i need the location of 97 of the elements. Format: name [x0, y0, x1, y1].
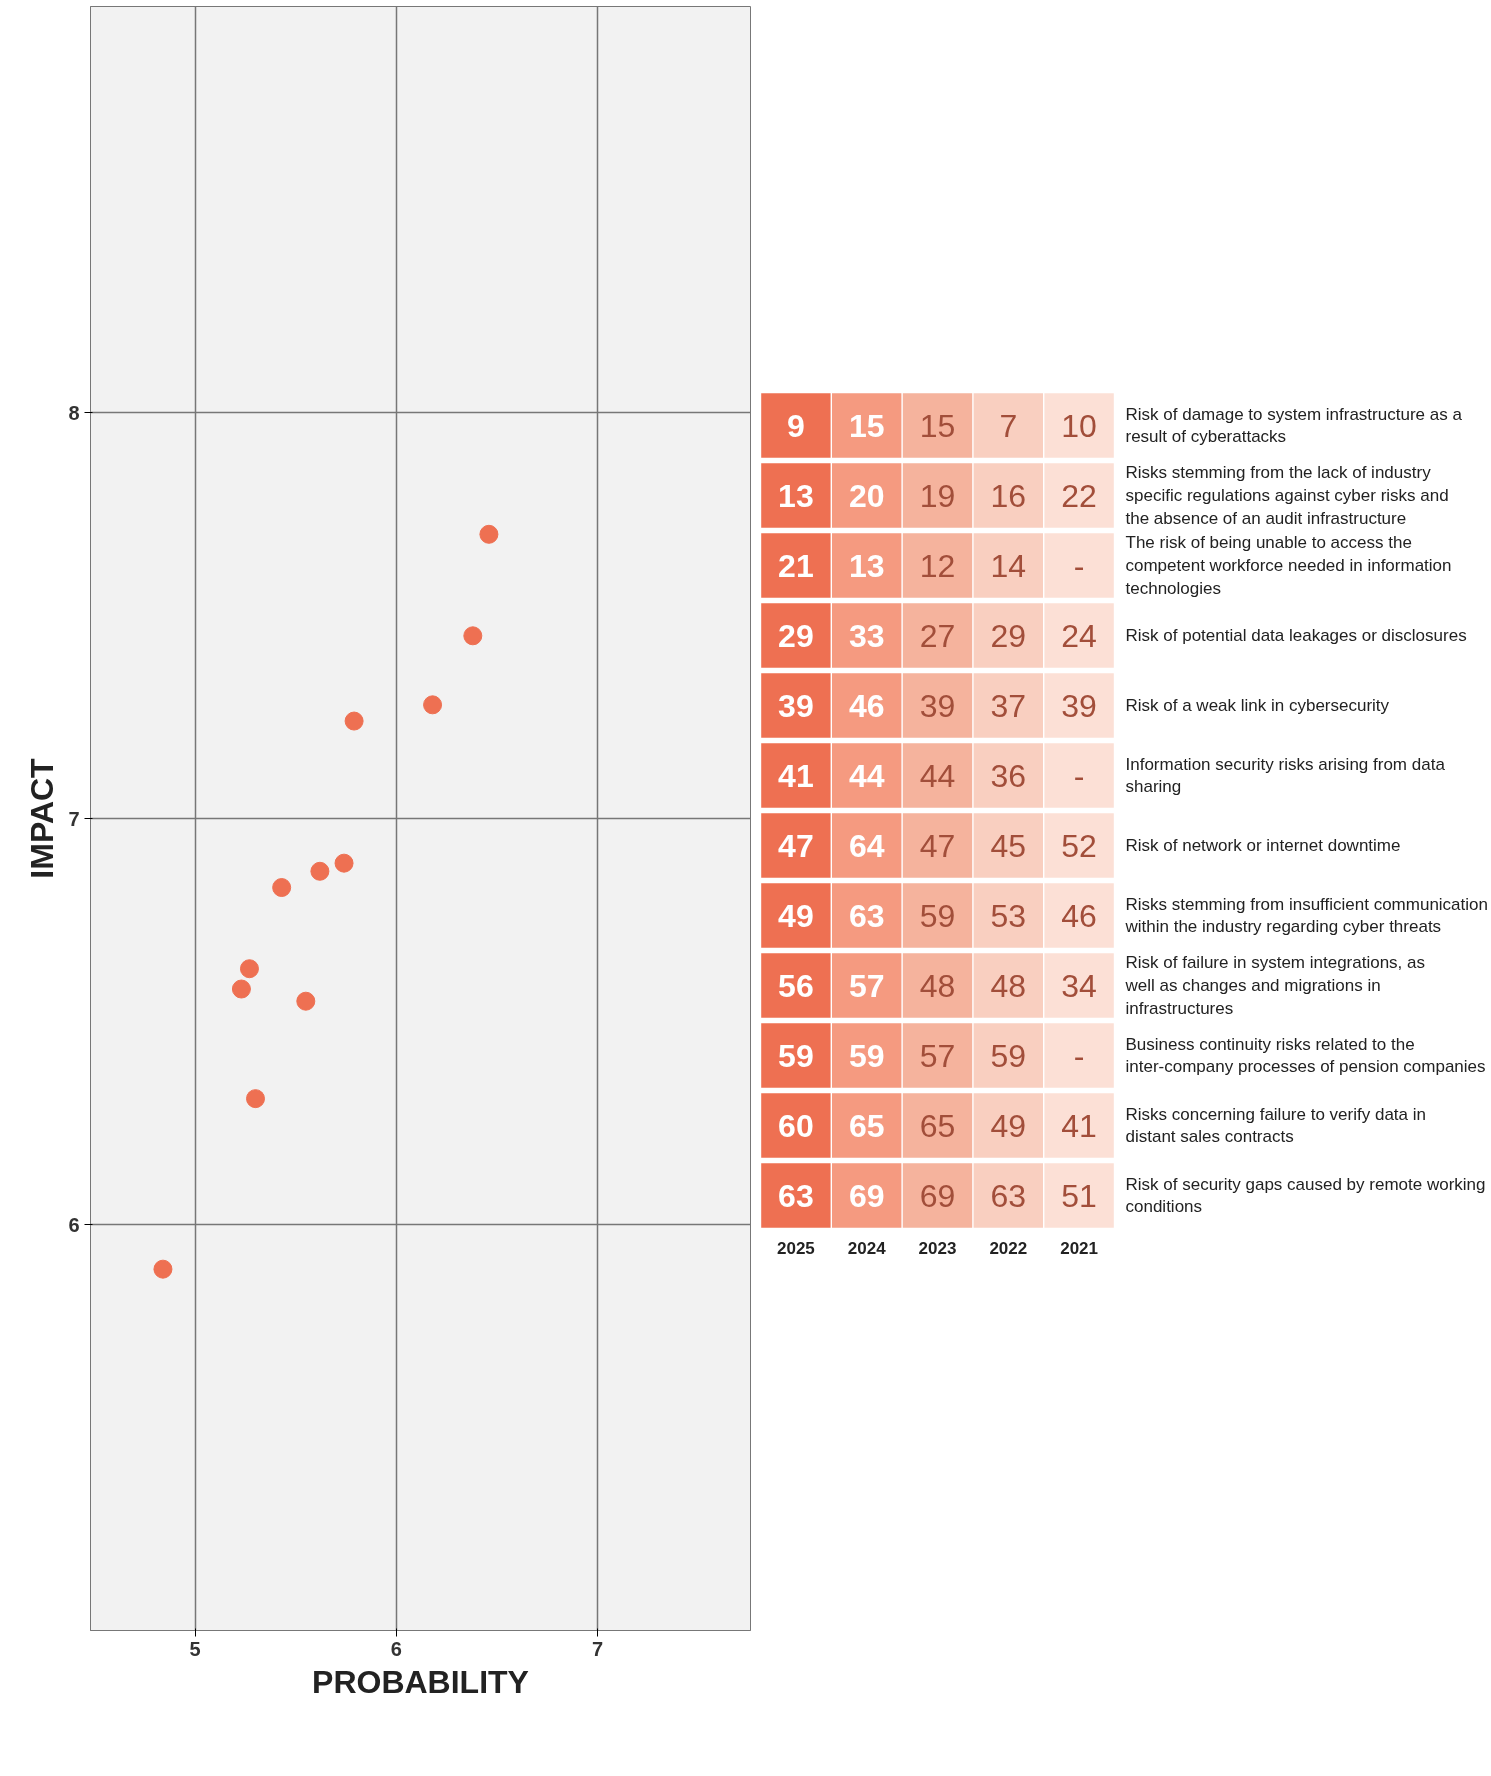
point — [334, 853, 354, 873]
y-tick-label: 7 — [68, 807, 80, 830]
point — [246, 1089, 265, 1109]
data-label: 69 — [848, 1177, 885, 1214]
data-label: 47 — [778, 827, 814, 864]
data-label: 27 — [919, 617, 956, 654]
point — [463, 626, 483, 646]
data-label: 19 — [919, 477, 956, 514]
data-label: 59 — [919, 897, 956, 934]
data-label: 22 — [1061, 477, 1097, 514]
data-label: 53 — [990, 897, 1027, 934]
x-axis-title: PROBABILITY — [312, 1663, 529, 1700]
x-tick-label: 2022 — [989, 1238, 1028, 1258]
data-label: 59 — [990, 1037, 1027, 1074]
data-label: 44 — [848, 757, 885, 794]
data-label: 59 — [778, 1037, 814, 1074]
data-label: 59 — [848, 1037, 885, 1074]
data-label: 20 — [848, 477, 885, 514]
point — [153, 1259, 173, 1279]
data-label: 41 — [778, 757, 814, 794]
data-label: 37 — [990, 687, 1027, 724]
text: - — [1073, 1037, 1085, 1074]
data-label: 63 — [990, 1177, 1027, 1214]
data-label: 10 — [1061, 407, 1097, 444]
data-label: 39 — [778, 687, 814, 724]
data-label: 52 — [1061, 827, 1097, 864]
y-tick-label: Information security risks arising from data sharing — [1125, 754, 1446, 797]
point — [310, 861, 330, 881]
data-label: 48 — [990, 967, 1027, 1004]
x-tick-label: 2025 — [776, 1238, 815, 1258]
data-label: 39 — [1061, 687, 1097, 724]
point — [344, 711, 364, 731]
data-label: 65 — [848, 1107, 885, 1144]
data-label: 21 — [778, 547, 814, 584]
point — [272, 878, 292, 897]
y-tick-label: Business continuity risks related to the inter-company processes of pension companies — [1125, 1034, 1486, 1077]
data-label: 16 — [990, 477, 1027, 514]
text: - — [1073, 757, 1085, 794]
data-label: 60 — [778, 1107, 814, 1144]
y-tick-label: Risks stemming from the lack of industry specific regulations against cyber risks and the absence of an audit infrastructure — [1125, 463, 1449, 528]
y-tick-label: The risk of being unable to access the competent workforce needed in information technologies — [1125, 533, 1452, 598]
y-tick-label: 8 — [68, 401, 80, 424]
data-label: 46 — [848, 687, 885, 724]
data-label: 56 — [778, 967, 814, 1004]
data-label: 14 — [990, 547, 1027, 584]
data-label: 63 — [778, 1177, 814, 1214]
y-tick-label: Risk of potential data leakages or disclosures — [1125, 626, 1467, 645]
data-label: 15 — [848, 407, 885, 444]
data-label: 69 — [919, 1177, 956, 1214]
data-label: 49 — [990, 1107, 1027, 1144]
data-label: 49 — [778, 897, 814, 934]
text: - — [1073, 547, 1085, 584]
data-label: 12 — [919, 547, 956, 584]
data-label: 33 — [848, 617, 885, 654]
data-label: 65 — [919, 1107, 956, 1144]
y-tick-label: Risks concerning failure to verify data in distant sales contracts — [1125, 1104, 1426, 1147]
data-label: 39 — [919, 687, 956, 724]
x-tick-label: 6 — [390, 1637, 402, 1660]
x-tick-label: 7 — [592, 1637, 604, 1660]
y-tick-label: Risks stemming from insufficient communication within the industry regarding cyber threats — [1124, 894, 1488, 937]
data-label: 36 — [990, 757, 1027, 794]
x-tick-label: 2023 — [918, 1238, 957, 1258]
data-label: 44 — [919, 757, 956, 794]
data-label: 29 — [990, 617, 1027, 654]
y-tick-label: Risk of a weak link in cybersecurity — [1125, 696, 1390, 715]
y-tick-label: 6 — [68, 1213, 80, 1236]
data-label: 46 — [1061, 897, 1097, 934]
y-tick-label: Risk of network or internet downtime — [1125, 836, 1401, 855]
data-label: 34 — [1061, 967, 1097, 1004]
x-tick-label: 5 — [189, 1637, 201, 1660]
data-label: 57 — [848, 967, 885, 1004]
data-label: 48 — [919, 967, 956, 1004]
data-label: 24 — [1061, 617, 1097, 654]
data-label: 15 — [919, 407, 956, 444]
y-tick-label: Risk of security gaps caused by remote working conditions — [1125, 1174, 1486, 1217]
point — [479, 524, 499, 544]
data-label: 64 — [848, 827, 885, 864]
data-label: 13 — [778, 477, 814, 514]
data-label: 7 — [999, 407, 1018, 444]
data-label: 63 — [848, 897, 885, 934]
data-label: 57 — [919, 1037, 956, 1074]
y-axis-title: IMPACT — [24, 757, 61, 879]
x-tick-label: 2021 — [1060, 1238, 1099, 1258]
point — [239, 959, 259, 979]
data-label: 51 — [1061, 1177, 1097, 1214]
data-label: 29 — [778, 617, 814, 654]
data-label: 41 — [1061, 1107, 1097, 1144]
point — [231, 979, 251, 999]
data-label: 45 — [990, 827, 1027, 864]
data-label: 13 — [848, 547, 885, 584]
y-tick-label: Risk of failure in system integrations, as well as changes and migrations in infrastructures — [1124, 953, 1426, 1018]
data-label: 9 — [787, 407, 805, 444]
point — [296, 991, 316, 1011]
y-tick-label: Risk of damage to system infrastructure as a result of cyberattacks — [1125, 404, 1463, 447]
point — [423, 695, 443, 715]
x-tick-label: 2024 — [847, 1238, 887, 1258]
data-label: 47 — [919, 827, 956, 864]
